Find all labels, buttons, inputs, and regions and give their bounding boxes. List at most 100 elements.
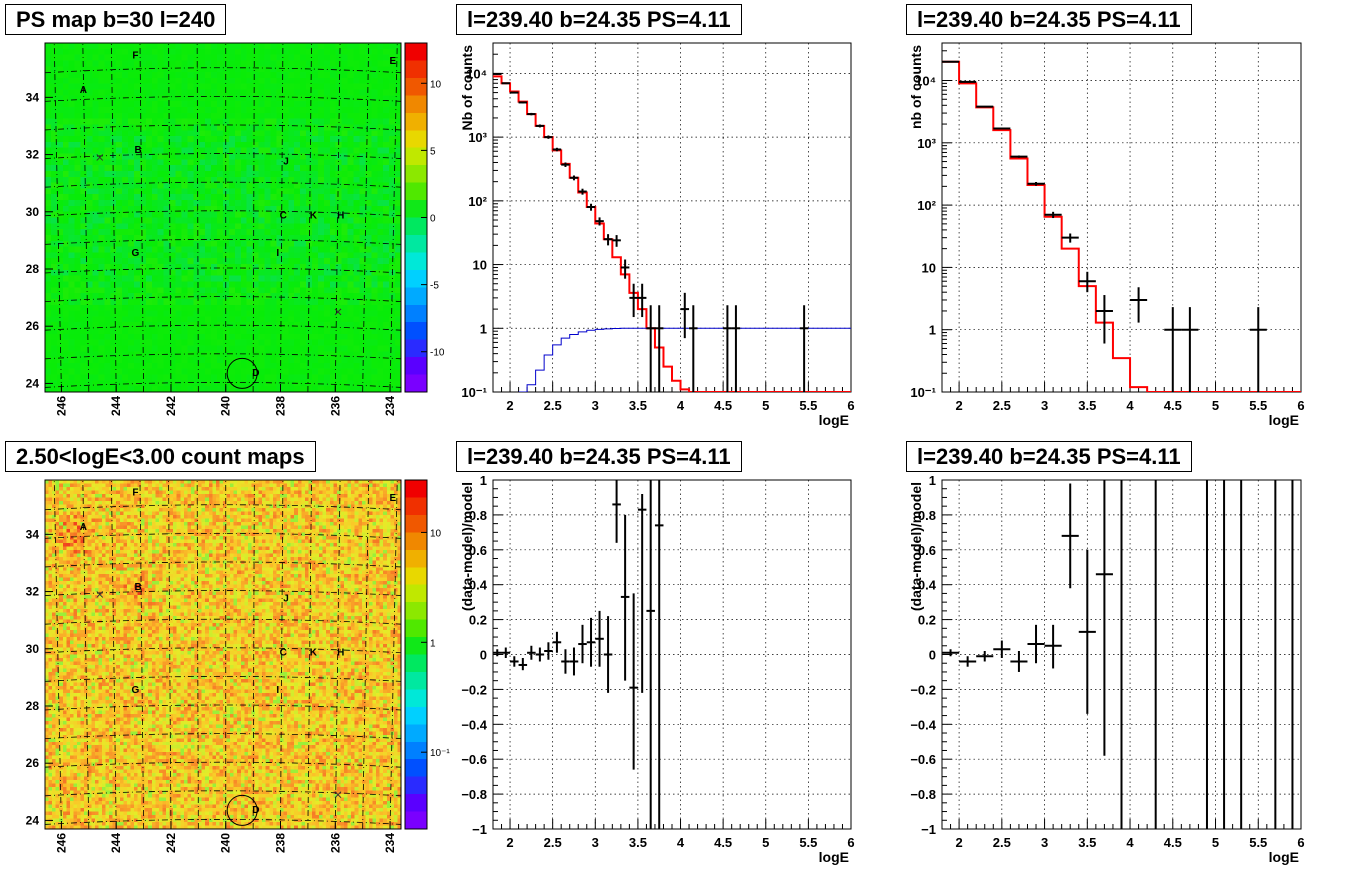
data-point — [1164, 307, 1182, 392]
y-tick-label: 10 — [473, 258, 487, 273]
colorbar-tick-label: 10⁻¹ — [430, 748, 450, 759]
x-tick-label: 4.5 — [714, 398, 732, 413]
source-label: G — [131, 685, 139, 696]
y-tick-label: 0.8 — [469, 508, 487, 523]
colorbar-segment — [405, 269, 427, 288]
map-lon-tick-label: 244 — [109, 396, 123, 416]
map-lon-line — [139, 42, 144, 393]
map-lat-line — [44, 324, 402, 331]
map-lon-line — [280, 42, 284, 393]
data-point — [561, 649, 570, 674]
colorbar-segment — [405, 252, 427, 271]
map-lat-line — [44, 704, 402, 711]
y-axis-label: nb of counts — [908, 45, 924, 129]
plot-2: 2 2.5 3 3.5 4 4.5 5 5.5 6 10⁻¹ 1 10 10² 10³ 10⁴ logE nb … — [908, 42, 1305, 428]
data-point — [959, 656, 977, 667]
source-label: E — [389, 56, 396, 67]
x-tick-label: 5 — [1212, 398, 1219, 413]
colorbar-segment — [405, 43, 427, 61]
data-point — [1249, 307, 1267, 392]
map-grid — [44, 479, 402, 830]
map-lon-tick-label: 238 — [274, 396, 288, 416]
x-tick-label: 6 — [1297, 398, 1304, 413]
map-lat-tick-label: 24 — [26, 813, 40, 827]
source-label: K — [310, 648, 318, 659]
y-tick-label: 0 — [480, 648, 487, 663]
colorbar-segment — [405, 706, 427, 725]
colorbar-segment — [405, 602, 427, 621]
data-point — [1181, 307, 1199, 392]
map-lon-line — [82, 479, 90, 830]
map-lat-tick-label: 28 — [26, 262, 40, 276]
data-point — [1044, 211, 1062, 219]
x-tick-label: 4.5 — [1164, 835, 1182, 850]
map-lat-line — [44, 382, 402, 388]
map-lat-tick-label: 34 — [26, 527, 40, 541]
x-tick-label: 2.5 — [544, 835, 562, 850]
map-lon-line — [389, 479, 398, 830]
x-tick-label: 4 — [677, 398, 685, 413]
data-point — [620, 259, 630, 279]
map-lat-line — [44, 532, 402, 539]
data-point — [689, 305, 698, 392]
map-lon-tick-label: 234 — [383, 396, 397, 416]
data-point — [993, 127, 1011, 130]
colorbar-segment — [405, 357, 427, 376]
data-point — [493, 649, 502, 657]
data-point — [535, 647, 545, 662]
map-title-ps: PS map b=30 l=240 — [5, 4, 227, 35]
map-lat-tick-label: 32 — [26, 148, 40, 162]
plot-series — [942, 60, 1301, 392]
source-cross-marker — [334, 308, 342, 316]
colorbar-segment — [405, 567, 427, 586]
data-point — [578, 624, 587, 664]
source-label: B — [134, 145, 141, 156]
source-label: H — [337, 648, 344, 659]
colorbar-segment — [405, 619, 427, 638]
map-lat-line — [44, 761, 402, 768]
map-lon-line — [139, 479, 144, 830]
map-lat-tick-label: 26 — [26, 756, 40, 770]
data-point — [612, 235, 621, 247]
map-lon-line — [334, 479, 341, 830]
map-lon-line — [280, 479, 284, 830]
data-point — [586, 617, 596, 667]
x-axis-label: logE — [819, 412, 849, 428]
data-point — [527, 645, 536, 660]
data-point — [510, 656, 519, 667]
colorbar-segment — [405, 147, 427, 166]
map-lon-tick-label: 240 — [219, 833, 233, 853]
data-point — [942, 649, 960, 657]
map-lat-line — [44, 153, 402, 159]
map-lon-tick-label: 242 — [164, 833, 178, 853]
x-axis-label: logE — [819, 849, 849, 865]
y-tick-label: 10³ — [468, 130, 487, 145]
map-lat-line — [44, 733, 402, 739]
map-lon-line — [111, 479, 117, 830]
data-point — [1130, 287, 1148, 323]
map-lon-tick-label: 244 — [109, 833, 123, 853]
y-axis-label: Nb of counts — [459, 45, 475, 131]
y-tick-label: 0.6 — [918, 543, 936, 558]
data-point — [993, 640, 1011, 658]
map-lon-line — [82, 42, 90, 393]
data-point — [569, 175, 579, 181]
source-label: G — [131, 248, 139, 259]
map-lon-line — [252, 42, 255, 393]
colorbar-segment — [405, 480, 427, 498]
data-point — [1095, 295, 1113, 344]
y-tick-label: 0.6 — [469, 543, 487, 558]
colorbar-frame — [404, 479, 428, 830]
y-tick-label: 10⁻¹ — [910, 385, 936, 400]
map-lat-line — [44, 267, 402, 274]
map-lon-line — [53, 42, 62, 393]
x-tick-label: 6 — [847, 398, 854, 413]
y-tick-label: 0.4 — [918, 578, 937, 593]
x-tick-label: 4.5 — [714, 835, 732, 850]
source-cross-marker — [96, 154, 104, 161]
colorbar-segment — [405, 130, 427, 149]
plot-frame — [941, 42, 1302, 393]
plot-series — [493, 72, 851, 392]
colorbar-segment — [405, 60, 427, 79]
plot-3: 2 2.5 3 3.5 4 4.5 5 5.5 6 −1 −0.8 −0.6 −0.4 −0.2 0 0.2 0… — [459, 473, 855, 865]
